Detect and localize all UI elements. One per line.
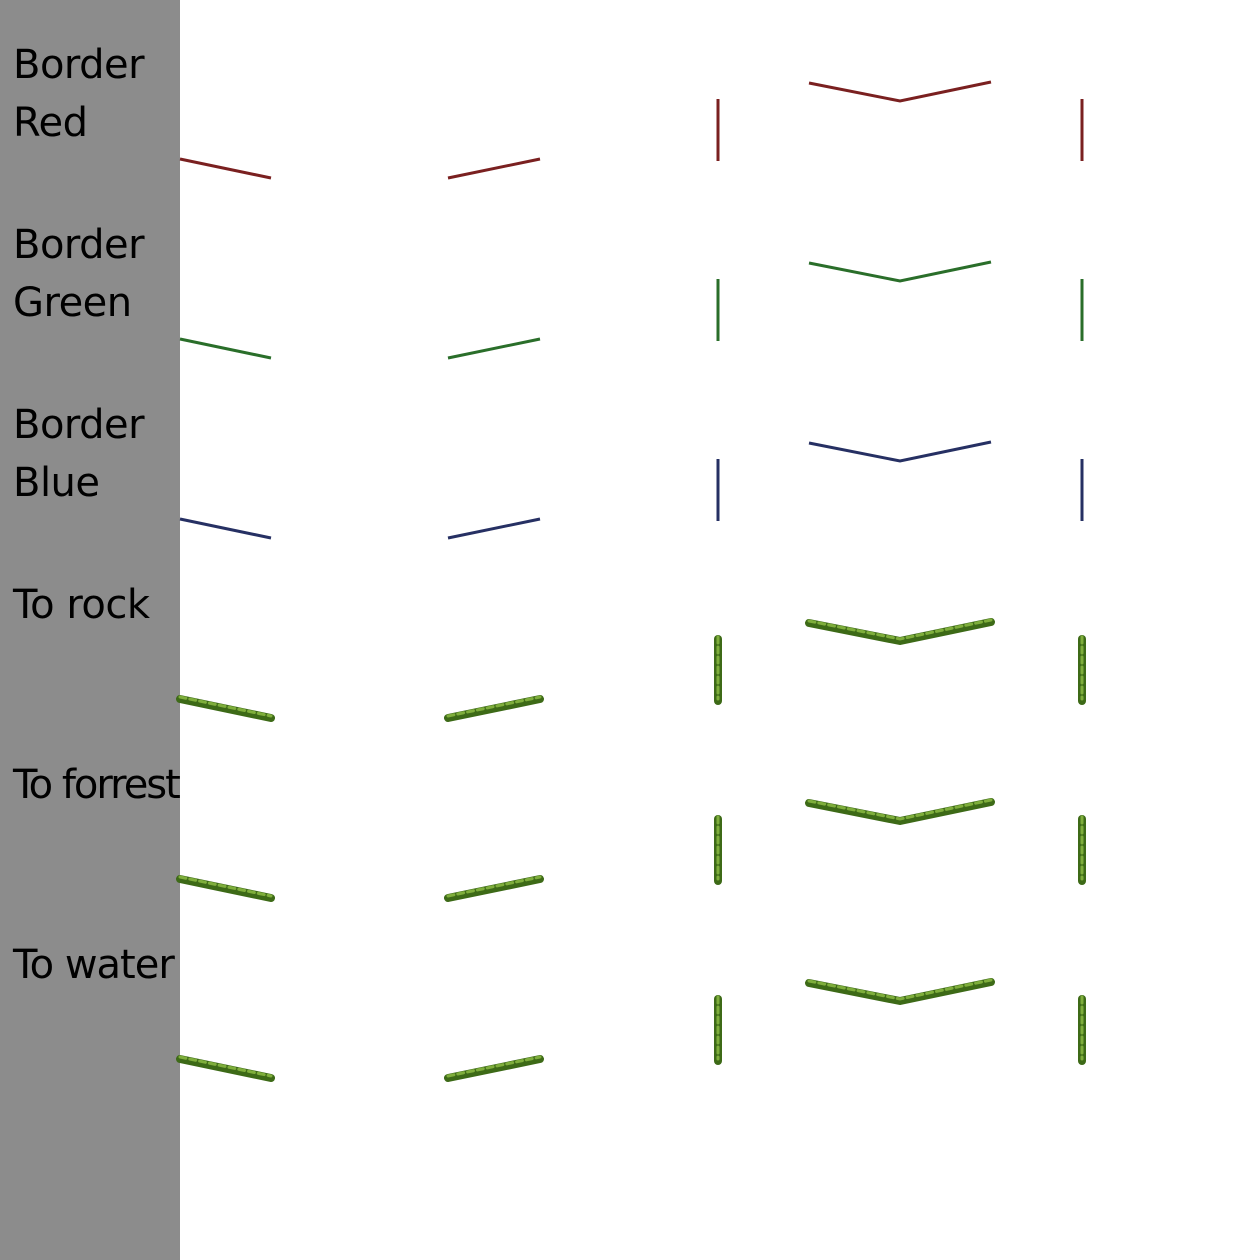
- row-label-border-green: Border Green: [13, 222, 145, 326]
- grass-edge-right-slope: [444, 875, 544, 902]
- grass-highlight-left-slope: [178, 1055, 273, 1078]
- border-line-left-slope: [179, 337, 272, 360]
- grass-highlight-right-slope: [446, 1055, 542, 1078]
- tile-row-border-red: [179, 80, 1084, 180]
- grass-highlight-top-chevron: [807, 618, 993, 641]
- border-line-left-slope: [179, 157, 272, 180]
- grass-edge-top-chevron: [805, 618, 995, 645]
- grass-highlight-left-slope: [178, 875, 273, 898]
- row-label-border-red: Border Red: [13, 42, 145, 146]
- border-line-top-chevron: [808, 80, 992, 103]
- row-label-to-rock: To rock: [13, 582, 150, 628]
- grass-highlight-top-chevron: [807, 978, 993, 1001]
- border-line-top-chevron: [808, 260, 992, 283]
- grass-edge-right-slope: [444, 695, 544, 722]
- grass-highlight-left-slope: [178, 695, 273, 718]
- tile-row-border-green: [179, 260, 1084, 360]
- grass-highlight-right-slope: [446, 695, 542, 718]
- tile-row-border-blue: [179, 440, 1084, 540]
- border-line-top-chevron: [808, 440, 992, 463]
- row-label-to-forrest: To forrest: [13, 762, 181, 808]
- grass-edge-right-slope: [444, 1055, 544, 1082]
- border-line-left-slope: [179, 517, 272, 540]
- grass-edge-left-slope: [176, 695, 275, 722]
- grass-edge-left-slope: [176, 875, 275, 902]
- grass-edge-top-chevron: [805, 798, 995, 825]
- grass-edge-top-chevron: [805, 978, 995, 1005]
- tile-row-to-forrest: [176, 798, 1086, 902]
- grass-highlight-top-chevron: [807, 798, 993, 821]
- grass-edge-left-slope: [176, 1055, 275, 1082]
- row-label-border-blue: Border Blue: [13, 402, 145, 506]
- border-line-right-slope: [447, 517, 541, 540]
- tile-row-to-water: [176, 978, 1086, 1082]
- border-line-right-slope: [447, 337, 541, 360]
- grass-highlight-right-slope: [446, 875, 542, 898]
- row-label-to-water: To water: [13, 942, 175, 988]
- tile-row-to-rock: [176, 618, 1086, 722]
- border-line-right-slope: [447, 157, 541, 180]
- label-sidebar: [0, 0, 180, 1260]
